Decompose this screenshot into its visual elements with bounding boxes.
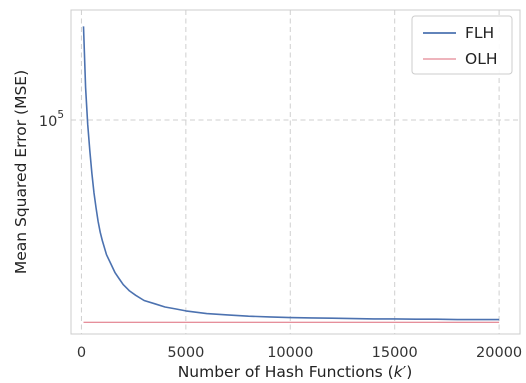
x-axis-label-var: k xyxy=(394,363,404,381)
y-tick-label: 105 xyxy=(39,109,64,130)
legend: FLH OLH xyxy=(411,15,513,75)
x-tick-label: 15000 xyxy=(372,345,418,361)
x-tick-label: 10000 xyxy=(267,345,313,361)
plot-frame xyxy=(70,9,521,335)
x-tick-label: 0 xyxy=(77,345,86,361)
x-axis-label: Number of Hash Functions (k′) xyxy=(178,363,413,381)
legend-label-flh: FLH xyxy=(465,24,494,42)
x-tick-label: 20000 xyxy=(476,345,522,361)
x-ticks: 0 5000 10000 15000 20000 xyxy=(77,345,522,361)
grid xyxy=(71,10,520,334)
y-ticks: 105 xyxy=(39,109,64,130)
legend-label-olh: OLH xyxy=(465,50,498,68)
series-lines xyxy=(82,26,500,323)
series-line-flh xyxy=(82,26,500,321)
x-tick-label: 5000 xyxy=(167,345,204,361)
y-axis-label: Mean Squared Error (MSE) xyxy=(12,70,30,274)
